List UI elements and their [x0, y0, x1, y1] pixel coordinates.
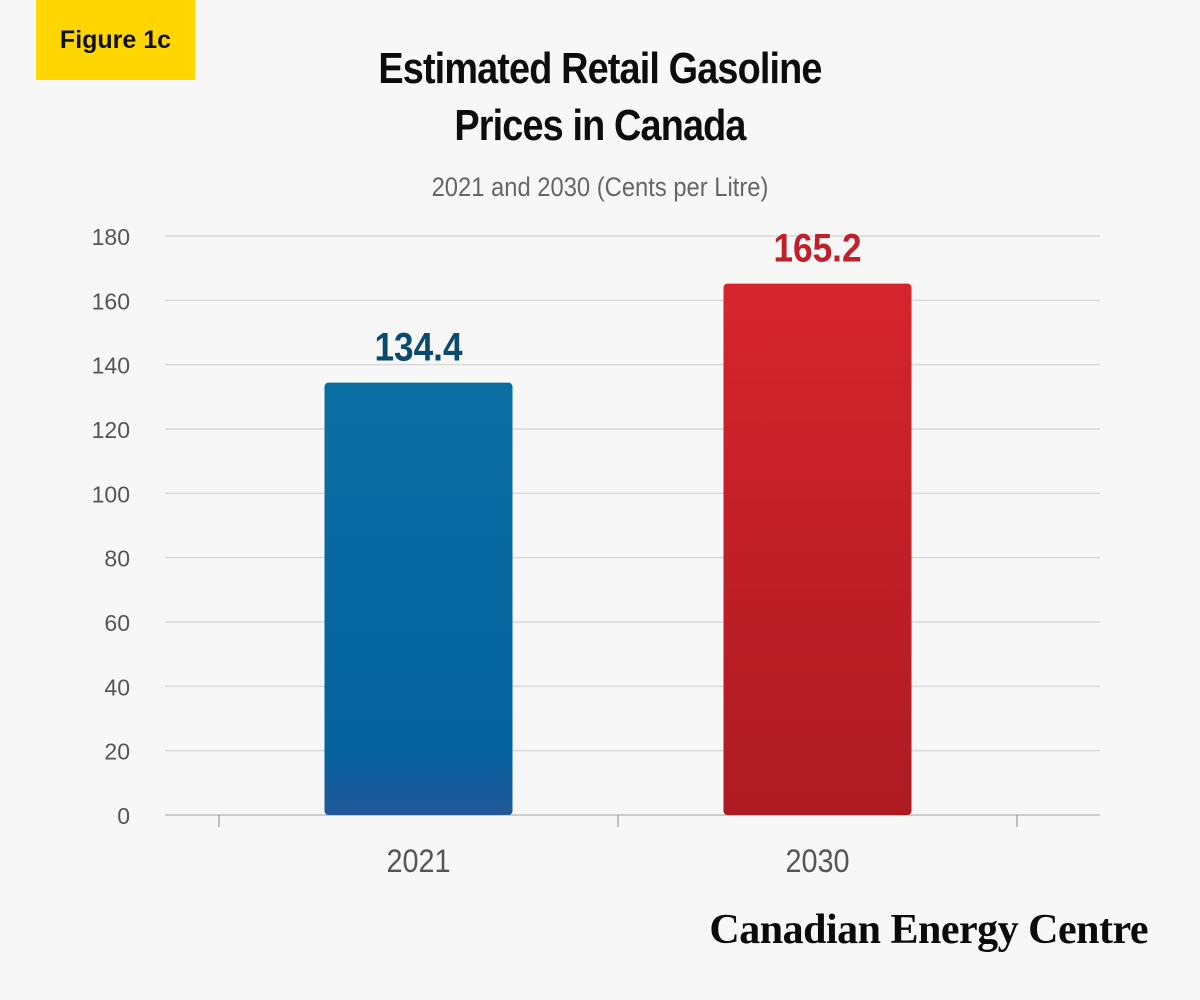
chart-title-line-1: Estimated Retail Gasoline — [378, 44, 822, 93]
y-tick-label: 120 — [92, 417, 130, 443]
y-tick-label: 60 — [104, 610, 130, 636]
x-tick-label-2030: 2030 — [785, 844, 849, 880]
bar-2030 — [723, 283, 912, 815]
x-tick-label-2021: 2021 — [386, 844, 450, 880]
y-tick-label: 20 — [104, 739, 130, 765]
chart-title-line-2: Prices in Canada — [454, 101, 746, 150]
chart-subtitle: 2021 and 2030 (Cents per Litre) — [431, 172, 769, 202]
brand-logo: Canadian Energy Centre — [709, 907, 1148, 953]
y-tick-label: 0 — [117, 803, 130, 829]
data-label-2030: 165.2 — [773, 226, 861, 271]
y-tick-label: 180 — [92, 224, 130, 250]
bar-2021 — [324, 382, 513, 815]
chart-title: Estimated Retail Gasoline Prices in Cana… — [342, 40, 858, 154]
y-tick-label: 100 — [92, 481, 130, 507]
y-tick-label: 40 — [104, 674, 130, 700]
data-label-2021: 134.4 — [374, 325, 462, 370]
y-tick-label: 80 — [104, 546, 130, 572]
y-tick-label: 160 — [92, 288, 130, 314]
y-tick-label: 140 — [92, 353, 130, 379]
figure-label-badge: Figure 1c — [36, 0, 195, 80]
